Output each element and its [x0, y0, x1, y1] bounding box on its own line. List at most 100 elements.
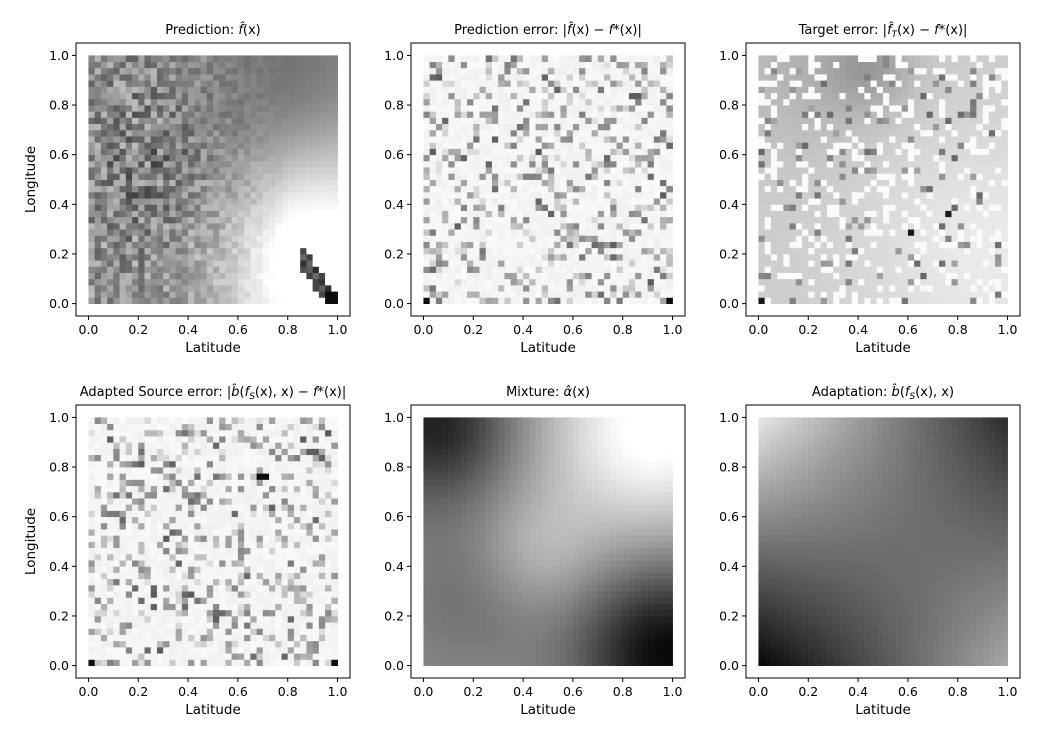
heatmap-cell	[435, 198, 443, 205]
heatmap-cell	[814, 260, 822, 267]
heatmap-cell	[926, 222, 934, 230]
heatmap-cell	[907, 191, 915, 199]
heatmap-cell	[510, 284, 518, 292]
heatmap-cell	[213, 160, 220, 168]
heatmap-cell	[635, 123, 642, 131]
heatmap-cell	[988, 198, 996, 205]
heatmap-cell	[597, 222, 605, 230]
heatmap-cell	[783, 210, 790, 218]
heatmap-cell	[839, 129, 847, 137]
heatmap-cell	[454, 160, 462, 168]
heatmap-cell	[572, 204, 580, 211]
heatmap-cell	[851, 185, 859, 193]
heatmap-cell	[213, 198, 220, 205]
heatmap-cell	[125, 204, 133, 211]
heatmap-cell	[163, 123, 170, 131]
heatmap-cell	[535, 297, 543, 304]
heatmap-cell	[957, 229, 965, 236]
heatmap-cell	[331, 210, 338, 218]
heatmap-cell	[610, 123, 617, 131]
heatmap-cell	[839, 241, 847, 249]
heatmap-cell	[331, 291, 338, 298]
heatmap-cell	[1001, 253, 1008, 261]
heatmap-cell	[970, 284, 977, 292]
heatmap-cell	[976, 154, 984, 162]
heatmap-cell	[237, 148, 245, 156]
heatmap-cell	[107, 241, 114, 249]
heatmap-cell	[194, 297, 201, 304]
heatmap-cell	[845, 253, 853, 261]
heatmap-cell	[169, 80, 177, 87]
heatmap-cell	[579, 136, 586, 143]
heatmap-cell	[995, 142, 1002, 149]
heatmap-cell	[442, 117, 449, 125]
heatmap-cell	[535, 284, 543, 292]
heatmap-cell	[125, 111, 133, 118]
heatmap-cell	[988, 204, 996, 211]
heatmap-cell	[529, 173, 536, 180]
heatmap-cell	[318, 92, 326, 100]
heatmap-cell	[579, 284, 586, 292]
heatmap-cell	[460, 297, 468, 304]
heatmap-cell	[325, 297, 332, 304]
heatmap-cell	[275, 105, 282, 112]
heatmap-cell	[920, 111, 927, 118]
heatmap-cell	[448, 117, 455, 125]
heatmap-cell	[510, 272, 518, 280]
heatmap-cell	[454, 241, 462, 249]
heatmap-cell	[448, 86, 455, 94]
heatmap-cell	[100, 98, 108, 106]
heatmap-cell	[107, 142, 114, 149]
heatmap-cell	[802, 111, 809, 118]
heatmap-cell	[132, 222, 139, 230]
heatmap-cell	[206, 253, 214, 261]
heatmap-cell	[175, 61, 183, 69]
heatmap-cell	[535, 260, 543, 267]
heatmap-cell	[312, 272, 320, 280]
heatmap-cell	[504, 291, 512, 298]
heatmap-cell	[188, 98, 195, 106]
heatmap-cell	[666, 266, 673, 273]
heatmap-cell	[491, 291, 499, 298]
heatmap-cell	[107, 284, 114, 292]
heatmap-cell	[473, 136, 480, 143]
heatmap-cell	[94, 448, 102, 456]
heatmap-cell	[429, 154, 437, 162]
heatmap-cell	[826, 123, 834, 131]
heatmap-cell	[585, 136, 592, 143]
heatmap-cell	[516, 142, 524, 149]
heatmap-cell	[94, 460, 102, 468]
heatmap-cell	[535, 222, 543, 230]
heatmap-cell	[237, 86, 245, 94]
heatmap-cell	[932, 123, 940, 131]
heatmap-cell	[920, 67, 927, 75]
heatmap-cell	[926, 129, 934, 137]
heatmap-cell	[814, 160, 822, 168]
heatmap-cell	[175, 210, 183, 218]
heatmap-cell	[758, 136, 766, 143]
heatmap-cell	[647, 129, 655, 137]
heatmap-cell	[442, 210, 449, 218]
heatmap-cell	[119, 185, 127, 193]
heatmap-cell	[963, 247, 971, 255]
heatmap-cell	[622, 142, 630, 149]
heatmap-cell	[616, 191, 624, 199]
heatmap-cell	[100, 179, 108, 187]
heatmap-cell	[516, 123, 524, 131]
heatmap-cell	[808, 98, 815, 106]
heatmap-cell	[175, 241, 183, 249]
heatmap-cell	[523, 229, 530, 236]
heatmap-cell	[907, 278, 915, 286]
heatmap-cell	[156, 105, 164, 112]
heatmap-cell	[628, 216, 636, 224]
heatmap-cell	[889, 191, 896, 199]
heatmap-cell	[560, 198, 568, 205]
heatmap-cell	[269, 80, 276, 87]
heatmap-cell	[306, 98, 314, 106]
heatmap-cell	[826, 148, 834, 156]
heatmap-cell	[318, 61, 326, 69]
heatmap-cell	[325, 167, 332, 174]
heatmap-cell	[250, 129, 257, 137]
heatmap-cell	[94, 160, 102, 168]
heatmap-cell	[914, 247, 921, 255]
